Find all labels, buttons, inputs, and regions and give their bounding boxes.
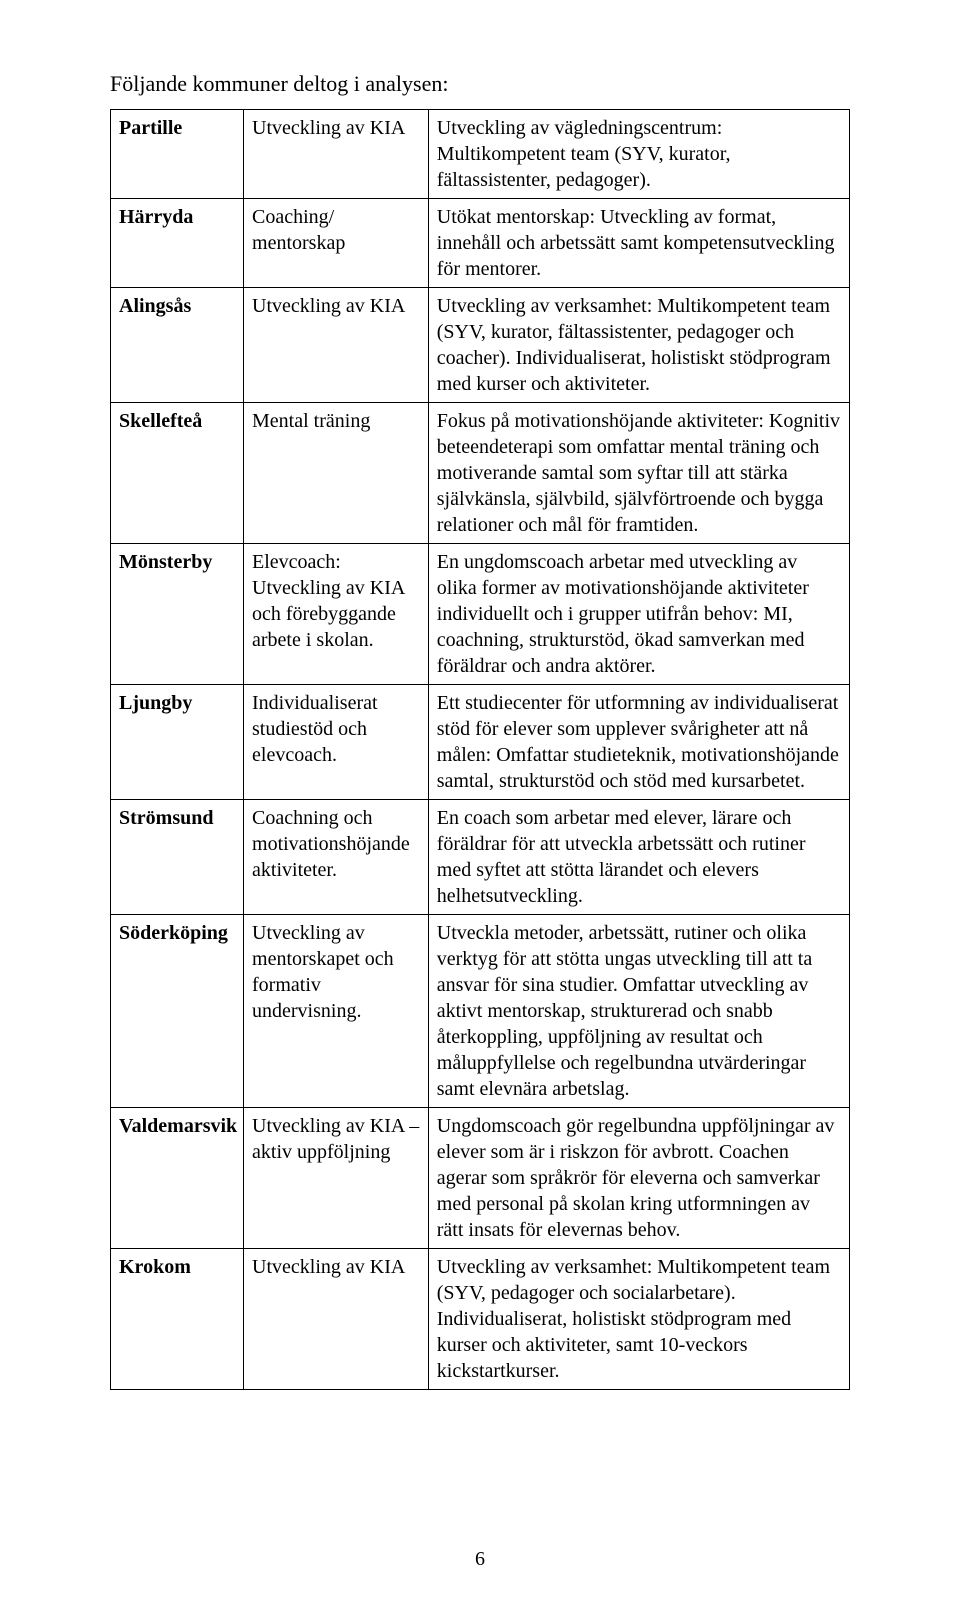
cell-c1: Ljungby [111, 684, 244, 799]
page-number: 6 [0, 1548, 960, 1571]
cell-c3: Fokus på motivationshöjande aktiviteter:… [428, 402, 849, 543]
table-row: StrömsundCoachning och motivationshöjand… [111, 799, 850, 914]
cell-c3: En ungdomscoach arbetar med utveckling a… [428, 543, 849, 684]
cell-c2: Utveckling av mentorskapet och formativ … [244, 914, 429, 1107]
cell-c3: Utveckling av vägledningscentrum: Multik… [428, 109, 849, 198]
table-row: KrokomUtveckling av KIAUtveckling av ver… [111, 1248, 850, 1389]
cell-c1: Valdemarsvik [111, 1107, 244, 1248]
cell-c2: Elevcoach: Utveckling av KIA och förebyg… [244, 543, 429, 684]
table-row: PartilleUtveckling av KIAUtveckling av v… [111, 109, 850, 198]
cell-c3: En coach som arbetar med elever, lärare … [428, 799, 849, 914]
cell-c3: Utveckling av verksamhet: Multikompetent… [428, 1248, 849, 1389]
cell-c2: Utveckling av KIA [244, 1248, 429, 1389]
table-row: AlingsåsUtveckling av KIAUtveckling av v… [111, 287, 850, 402]
table-body: PartilleUtveckling av KIAUtveckling av v… [111, 109, 850, 1389]
cell-c3: Ett studiecenter för utformning av indiv… [428, 684, 849, 799]
page: Följande kommuner deltog i analysen: Par… [0, 0, 960, 1606]
cell-c3: Utveckling av verksamhet: Multikompetent… [428, 287, 849, 402]
cell-c2: Mental träning [244, 402, 429, 543]
municipality-table: PartilleUtveckling av KIAUtveckling av v… [110, 109, 850, 1390]
cell-c2: Utveckling av KIA [244, 109, 429, 198]
table-row: ValdemarsvikUtveckling av KIA –aktiv upp… [111, 1107, 850, 1248]
cell-c3: Ungdomscoach gör regelbundna uppföljning… [428, 1107, 849, 1248]
cell-c2: Utveckling av KIA –aktiv uppföljning [244, 1107, 429, 1248]
table-row: LjungbyIndividualiserat studiestöd och e… [111, 684, 850, 799]
cell-c3: Utveckla metoder, arbetssätt, rutiner oc… [428, 914, 849, 1107]
cell-c1: Strömsund [111, 799, 244, 914]
cell-c1: Krokom [111, 1248, 244, 1389]
cell-c2: Coachning och motivationshöjande aktivit… [244, 799, 429, 914]
table-row: HärrydaCoaching/ mentorskapUtökat mentor… [111, 198, 850, 287]
cell-c2: Individualiserat studiestöd och elevcoac… [244, 684, 429, 799]
cell-c1: Skellefteå [111, 402, 244, 543]
table-row: SkellefteåMental träningFokus på motivat… [111, 402, 850, 543]
cell-c1: Mönsterby [111, 543, 244, 684]
cell-c1: Partille [111, 109, 244, 198]
cell-c1: Härryda [111, 198, 244, 287]
cell-c3: Utökat mentorskap: Utveckling av format,… [428, 198, 849, 287]
table-row: MönsterbyElevcoach: Utveckling av KIA oc… [111, 543, 850, 684]
intro-text: Följande kommuner deltog i analysen: [110, 70, 850, 99]
cell-c2: Coaching/ mentorskap [244, 198, 429, 287]
table-row: SöderköpingUtveckling av mentorskapet oc… [111, 914, 850, 1107]
cell-c2: Utveckling av KIA [244, 287, 429, 402]
cell-c1: Söderköping [111, 914, 244, 1107]
cell-c1: Alingsås [111, 287, 244, 402]
